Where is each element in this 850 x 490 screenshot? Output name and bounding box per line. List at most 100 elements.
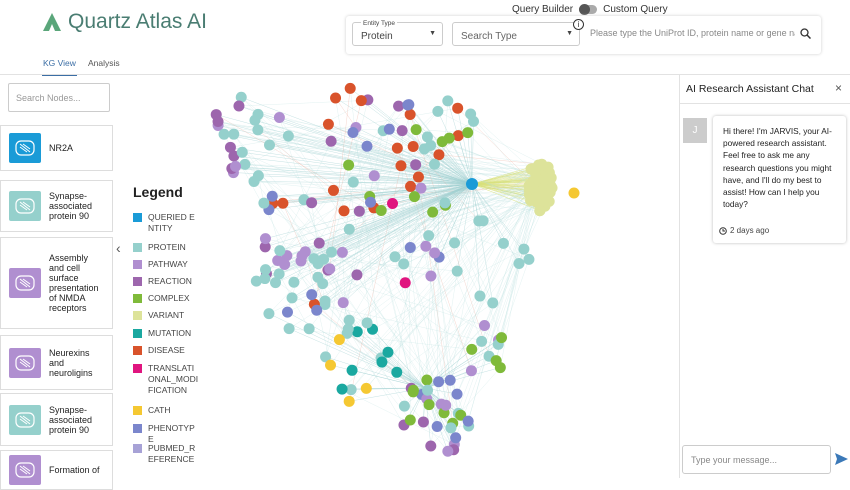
graph-node bbox=[514, 258, 525, 269]
graph-node bbox=[445, 375, 456, 386]
legend-swatch bbox=[133, 294, 142, 303]
graph-node bbox=[237, 147, 248, 158]
info-icon[interactable]: i bbox=[573, 19, 584, 30]
chat-title: AI Research Assistant Chat bbox=[686, 83, 814, 95]
graph-node bbox=[450, 432, 461, 443]
graph-node bbox=[233, 100, 244, 111]
graph-node bbox=[348, 177, 359, 188]
graph-node bbox=[279, 259, 290, 270]
graph-node bbox=[345, 83, 356, 94]
node-card[interactable]: Neurexins and neuroligins bbox=[0, 335, 113, 390]
graph-node bbox=[452, 103, 463, 114]
graph-node bbox=[399, 401, 410, 412]
graph-node bbox=[466, 365, 477, 376]
graph-node bbox=[397, 125, 408, 136]
legend-swatch bbox=[133, 444, 142, 453]
graph-node bbox=[311, 305, 322, 316]
graph-node bbox=[408, 386, 419, 397]
graph-node bbox=[432, 106, 443, 117]
graph-node bbox=[405, 242, 416, 253]
legend-swatch bbox=[133, 406, 142, 415]
legend-swatch bbox=[133, 364, 142, 373]
graph-node bbox=[466, 344, 477, 355]
graph-node bbox=[498, 238, 509, 249]
search-icon[interactable] bbox=[800, 28, 811, 39]
graph-node bbox=[343, 160, 354, 171]
node-icon bbox=[9, 268, 41, 298]
knowledge-graph[interactable] bbox=[190, 76, 670, 478]
node-icon bbox=[9, 348, 41, 378]
query-toggle[interactable]: Query Builder Custom Query bbox=[512, 4, 668, 15]
divider bbox=[680, 103, 850, 104]
node-icon bbox=[9, 191, 41, 221]
graph-node bbox=[297, 250, 308, 261]
node-label: Neurexins and neuroligins bbox=[49, 348, 104, 378]
legend-swatch bbox=[133, 260, 142, 269]
node-card[interactable]: NR2A bbox=[0, 125, 113, 171]
graph-node bbox=[442, 95, 453, 106]
graph-node bbox=[225, 142, 236, 153]
legend-title: Legend bbox=[133, 184, 183, 200]
tab[interactable]: Analysis bbox=[88, 58, 120, 68]
graph-node bbox=[228, 129, 239, 140]
graph-node bbox=[328, 185, 339, 196]
graph-node bbox=[402, 99, 413, 110]
graph-node bbox=[344, 315, 355, 326]
close-button[interactable]: × bbox=[835, 81, 842, 95]
graph-node bbox=[376, 205, 387, 216]
graph-node bbox=[433, 376, 444, 387]
graph-node bbox=[338, 297, 349, 308]
query-builder: Query Builder bbox=[512, 4, 573, 15]
graph-node bbox=[274, 112, 285, 123]
toggle[interactable] bbox=[579, 5, 597, 14]
graph-node bbox=[395, 160, 406, 171]
graph-node bbox=[429, 247, 440, 258]
graph-node bbox=[351, 269, 362, 280]
graph-node bbox=[249, 115, 260, 126]
node-label: Synapse-associated protein 90 bbox=[49, 405, 104, 435]
edge bbox=[429, 198, 536, 404]
node-card[interactable]: Assembly and cell surface presentation o… bbox=[0, 237, 113, 329]
edge bbox=[289, 329, 472, 350]
collapse-arrow[interactable]: ‹ bbox=[116, 240, 121, 256]
graph-node bbox=[398, 258, 409, 269]
graph-node bbox=[487, 297, 498, 308]
graph-node bbox=[423, 230, 434, 241]
graph-node bbox=[424, 399, 435, 410]
search-input[interactable]: Please type the UniProt ID, protein name… bbox=[590, 28, 795, 38]
graph-node bbox=[445, 422, 456, 433]
legend-swatch bbox=[133, 424, 142, 433]
graph-node bbox=[437, 136, 448, 147]
logo[interactable]: Quartz Atlas AI bbox=[42, 10, 207, 34]
chat-input[interactable]: Type your message... bbox=[682, 445, 831, 474]
graph-node bbox=[425, 140, 436, 151]
graph-node bbox=[239, 159, 250, 170]
graph-node bbox=[440, 400, 451, 411]
node-card[interactable]: Synapse-associated protein 90 bbox=[0, 180, 113, 232]
graph-node bbox=[384, 124, 395, 135]
graph-node bbox=[473, 215, 484, 226]
node-search[interactable]: Search Nodes... bbox=[8, 83, 110, 112]
entity-type-label: Entity Type bbox=[361, 20, 397, 27]
node-icon bbox=[9, 133, 41, 163]
clock-icon bbox=[719, 227, 727, 235]
graph-node bbox=[339, 205, 350, 216]
graph-node bbox=[304, 323, 315, 334]
graph-node bbox=[439, 197, 450, 208]
graph-node bbox=[569, 188, 580, 199]
graph-node bbox=[476, 336, 487, 347]
graph-node bbox=[344, 396, 355, 407]
graph-node bbox=[534, 205, 545, 216]
send-button[interactable] bbox=[835, 453, 848, 465]
search-type-select[interactable]: Search Type▼ bbox=[452, 22, 580, 46]
graph-node bbox=[312, 272, 323, 283]
node-card[interactable]: Formation of bbox=[0, 450, 113, 490]
graph-node bbox=[287, 292, 298, 303]
entity-type-select[interactable]: Entity Type Protein▼ bbox=[352, 22, 443, 46]
graph-node bbox=[495, 362, 506, 373]
graph-node bbox=[314, 238, 325, 249]
graph-node bbox=[361, 383, 372, 394]
graph-node bbox=[523, 254, 534, 265]
node-card[interactable]: Synapse-associated protein 90 bbox=[0, 393, 113, 446]
graph-node bbox=[474, 291, 485, 302]
